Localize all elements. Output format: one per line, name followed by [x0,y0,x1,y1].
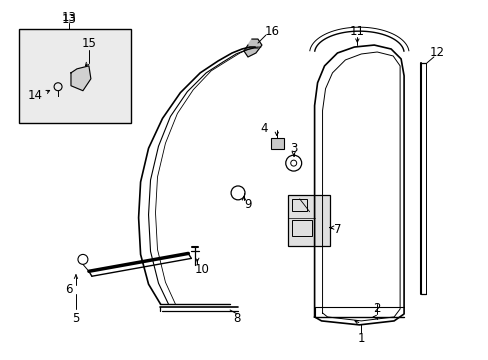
Bar [291,220,311,235]
Polygon shape [244,39,262,57]
Text: 6: 6 [65,283,73,296]
Bar [291,199,306,211]
Text: 9: 9 [244,198,251,211]
Text: 11: 11 [349,24,364,38]
Text: 13: 13 [62,11,77,24]
Polygon shape [71,66,91,91]
Text: 4: 4 [260,122,267,135]
Text: 5: 5 [72,312,80,325]
Text: 3: 3 [289,142,297,155]
Bar [287,195,329,247]
Bar [270,138,283,149]
Text: 12: 12 [428,46,444,59]
Text: 1: 1 [357,332,365,345]
Text: 2: 2 [373,302,380,315]
Text: 7: 7 [333,223,341,236]
Text: 14: 14 [28,89,42,102]
Text: 8: 8 [233,312,240,325]
Bar [19,29,130,123]
Text: 16: 16 [264,24,279,38]
Text: 15: 15 [81,37,96,50]
Text: 10: 10 [194,263,209,276]
Text: 13: 13 [62,13,77,26]
